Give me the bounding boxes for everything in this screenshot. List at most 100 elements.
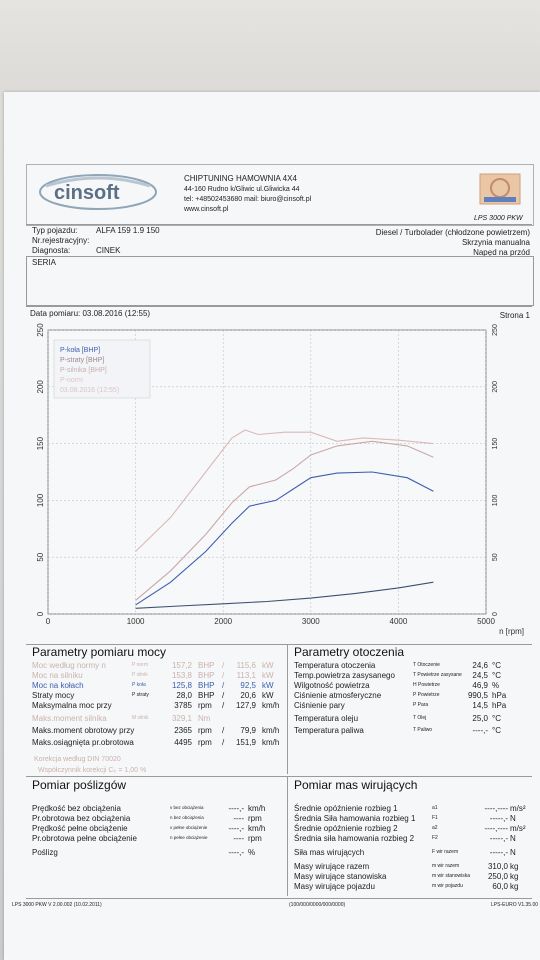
x-tick-label: 0 [46, 617, 51, 626]
environment-unit: hPa [492, 691, 507, 700]
company-logo: cinsoft [36, 170, 160, 212]
mass-unit: m/s² [510, 824, 526, 833]
footer-version: LPS-EURO V1.35.00 [491, 902, 538, 908]
legend-entry: 03.08.2016 (12:55) [60, 387, 119, 394]
environment-unit: hPa [492, 701, 507, 710]
power-value-2: 115,6 [236, 661, 256, 670]
power-unit-1: BHP [198, 681, 215, 690]
x-tick-label: 3000 [302, 617, 320, 626]
slip-label: Poślizg [32, 848, 58, 857]
mass-value: -----,- [489, 814, 508, 823]
norm-note: Korekcja według DIN 70020 [34, 756, 121, 763]
page-number: Strona 1 [499, 311, 530, 320]
divider [26, 776, 532, 777]
power-label: Moc na silniku [32, 671, 83, 680]
power-unit-1: BHP [198, 691, 215, 700]
power-value-2: 151,9 [235, 738, 256, 747]
mass-unit: N [510, 834, 516, 843]
power-params-title: Parametry pomiaru mocy [32, 645, 167, 659]
mass-label: Średnie opóźnienie rozbieg 1 [294, 804, 398, 813]
power-separator: / [222, 691, 225, 700]
mass-symbol: F wir razem [432, 849, 459, 855]
company-address: 44-160 Rudno k/Gliwic ul.Gliwicka 44 [184, 186, 300, 193]
environment-label: Temperatura oleju [294, 714, 359, 723]
measurement-date: Data pomiaru: 03.08.2016 (12:55) [30, 309, 151, 318]
divider [26, 898, 532, 899]
slip-symbol: v pełne obciążenie [170, 825, 208, 830]
slip-label: Pr.obrotowa pełne obciążenie [32, 834, 137, 843]
mass-value: 310,0 [487, 862, 508, 871]
environment-unit: % [492, 681, 500, 690]
power-label: Maksymalna moc przy [32, 701, 112, 710]
legend-entry: P-koła [BHP] [60, 347, 100, 354]
slip-label: Prędkość bez obciążenia [32, 804, 121, 813]
mass-unit: N [510, 814, 516, 823]
power-separator: / [222, 701, 225, 710]
power-unit-1: rpm [198, 701, 212, 710]
mass-value: 60,0 [492, 882, 508, 891]
slip-label: Prędkość pełne obciążenie [32, 824, 128, 833]
x-tick-label: 5000 [477, 617, 495, 626]
footer-software: LPS 3000 PKW V 2.00.002 (10.02.2011) [12, 902, 102, 908]
environment-value: 990,5 [467, 691, 488, 700]
vehicle-type-label: Typ pojazdu: [32, 226, 78, 235]
company-name: CHIPTUNING HAMOWNIA 4X4 [184, 174, 297, 183]
diagnostician-value: CINEK [96, 246, 121, 255]
mass-unit: kg [510, 872, 519, 881]
power-symbol: P straty [132, 692, 149, 698]
correction-note: Współczynnik korekcji Cₖ = 1,00 % [38, 767, 147, 774]
power-separator: / [222, 726, 225, 735]
power-unit-1: rpm [198, 726, 212, 735]
x-tick-label: 4000 [390, 617, 408, 626]
y-tick-label: 0 [36, 611, 45, 616]
slip-unit: % [248, 848, 256, 857]
mass-label: Średnia Siła hamowania rozbieg 1 [294, 814, 416, 823]
power-separator: / [222, 671, 225, 680]
mass-symbol: m wir stanowiska [432, 873, 471, 879]
column-divider [287, 644, 288, 774]
power-unit-1: Nm [198, 714, 211, 723]
power-unit-2: kW [262, 671, 274, 680]
logo-text: cinsoft [54, 182, 120, 204]
engine-type: Diesel / Turbolader (chłodzone powietrze… [375, 228, 530, 237]
power-symbol: P silnik [132, 672, 148, 678]
power-label: Straty mocy [32, 691, 75, 700]
y-tick-label-right: 0 [492, 612, 499, 616]
power-value-1: 157,2 [171, 661, 192, 670]
environment-value: 14,5 [472, 701, 488, 710]
power-label: Maks.moment silnika [32, 714, 107, 723]
series-line [135, 581, 434, 609]
legend-entry: P-straty [BHP] [60, 357, 104, 364]
power-value-1: 2365 [174, 726, 192, 735]
mass-label: Siła mas wirujących [294, 848, 365, 857]
mass-value: 250,0 [487, 872, 508, 881]
y-tick-label-right: 250 [492, 324, 499, 336]
series-label: SERIA [32, 258, 57, 267]
dyno-badge-icon [476, 172, 524, 208]
slip-symbol: v bez obciążenia [170, 805, 204, 810]
y-tick-label-right: 150 [492, 438, 499, 450]
power-value-1: 125,8 [171, 681, 192, 690]
environment-symbol: T Otoczenie [413, 662, 440, 668]
divider [26, 224, 532, 225]
x-axis-unit: n [rpm] [499, 627, 524, 636]
mass-unit: m/s² [510, 804, 526, 813]
slip-unit: km/h [248, 824, 266, 833]
y-tick-label-right: 100 [492, 494, 499, 506]
power-value-2: 79,9 [240, 726, 256, 735]
power-value-1: 4495 [174, 738, 192, 747]
environment-symbol: T Olej [413, 715, 427, 721]
y-tick-label: 250 [36, 323, 45, 337]
environment-value: 46,9 [472, 681, 488, 690]
mass-symbol: m wir razem [432, 863, 460, 869]
slip-unit: rpm [248, 834, 262, 843]
environment-label: Ciśnienie pary [294, 701, 345, 710]
power-unit-2: kW [262, 661, 274, 670]
power-unit-2: km/h [262, 701, 280, 710]
masses-title: Pomiar mas wirujących [294, 778, 418, 792]
environment-symbol: P Para [413, 702, 429, 708]
diagnostician-label: Diagnosta: [32, 246, 71, 255]
y-tick-label-right: 200 [492, 381, 499, 393]
environment-label: Temp.powietrza zasysanego [294, 671, 395, 680]
